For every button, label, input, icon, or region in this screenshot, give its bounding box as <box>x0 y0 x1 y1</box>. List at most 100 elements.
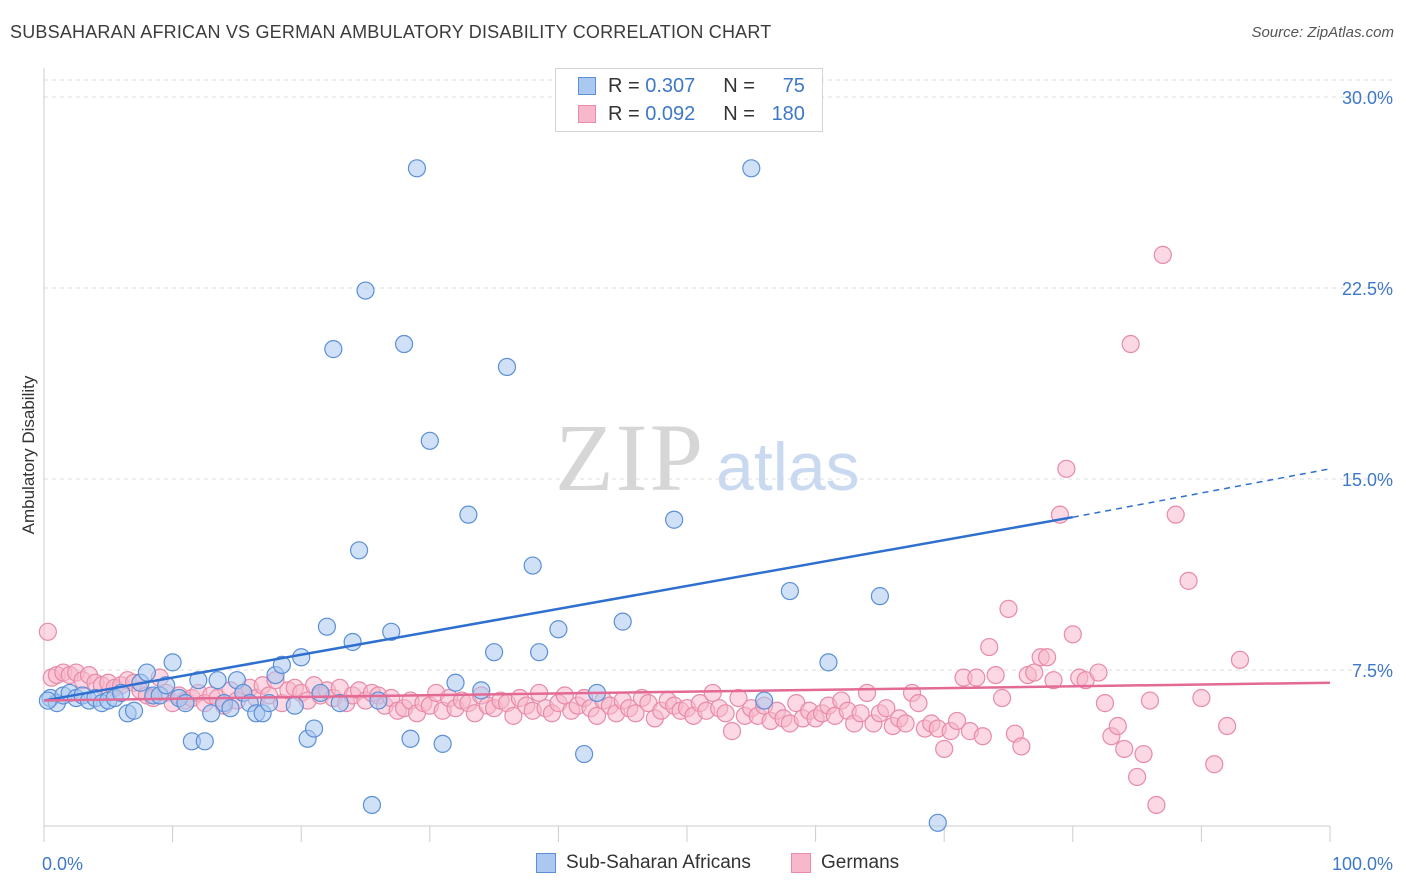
legend-row-blue: R = 0.307 N = 75 <box>578 73 805 99</box>
data-point <box>1140 691 1160 710</box>
trend-line-blue-extension <box>1072 468 1331 518</box>
legend-r-value: 0.092 <box>645 102 696 125</box>
legend-n-value: 75 <box>782 74 805 97</box>
data-point <box>935 739 954 759</box>
data-point <box>497 357 517 377</box>
data-point <box>999 599 1018 618</box>
data-point <box>1025 663 1044 682</box>
data-point <box>349 541 369 560</box>
data-point <box>703 683 722 703</box>
x-tick-label: 100.0% <box>1332 854 1393 874</box>
data-point <box>208 671 227 690</box>
data-point <box>1044 671 1063 690</box>
x-tick-label: 0.0% <box>42 854 83 874</box>
data-point <box>1179 571 1198 590</box>
data-point <box>1230 650 1250 669</box>
y-tick-label: 22.5% <box>1342 279 1393 299</box>
data-point <box>986 665 1005 685</box>
data-point <box>292 648 311 667</box>
legend-n-label: N = <box>723 74 755 97</box>
data-point <box>947 711 967 731</box>
data-point <box>530 643 549 662</box>
bottom-legend: Sub-Saharan Africans Germans <box>0 852 1406 878</box>
data-point <box>1057 459 1076 478</box>
data-point <box>870 587 890 606</box>
data-point <box>716 704 735 723</box>
germans-points <box>38 245 1250 815</box>
bottom-legend-label-pink: Germans <box>821 852 900 873</box>
data-point <box>626 704 645 723</box>
data-point <box>407 159 427 178</box>
data-point <box>992 688 1012 708</box>
legend-r-label: R = <box>608 74 640 97</box>
data-point <box>401 729 420 748</box>
data-point <box>523 556 542 575</box>
data-point <box>504 706 523 725</box>
y-tick-label: 15.0% <box>1342 470 1393 490</box>
data-point <box>1121 334 1140 354</box>
data-point <box>433 734 452 753</box>
legend-swatch-blue <box>578 77 596 95</box>
data-point <box>1134 744 1153 764</box>
data-point <box>189 671 208 690</box>
data-point <box>221 699 240 718</box>
x-tick-labels: 0.0% 100.0% <box>42 854 1393 874</box>
data-point <box>1192 688 1211 708</box>
bottom-legend-blue[interactable]: Sub-Saharan Africans <box>536 852 751 874</box>
bottom-legend-swatch-pink <box>791 853 811 873</box>
data-point <box>613 612 632 631</box>
watermark-atlas: atlas <box>716 429 860 505</box>
source-label: Source: ZipAtlas.com <box>1251 24 1394 41</box>
data-point <box>973 727 992 746</box>
data-point <box>742 159 761 178</box>
data-point <box>755 691 774 710</box>
data-point <box>311 683 330 703</box>
legend-r-value: 0.307 <box>645 74 696 97</box>
data-point <box>928 813 947 832</box>
data-point <box>163 653 182 672</box>
data-point <box>272 655 292 675</box>
legend-n-value: 180 <box>771 102 805 125</box>
data-point <box>851 704 870 723</box>
data-point <box>382 622 401 641</box>
data-point <box>38 622 57 641</box>
data-point <box>195 732 214 751</box>
data-point <box>1108 716 1127 736</box>
bottom-legend-swatch-blue <box>536 853 556 873</box>
trend-line-pink <box>43 681 1331 702</box>
data-point <box>259 694 279 713</box>
y-tick-label: 30.0% <box>1342 88 1393 108</box>
data-point <box>446 673 465 692</box>
data-point <box>1063 625 1082 644</box>
data-point <box>1147 795 1166 815</box>
y-tick-label: 7.5% <box>1352 661 1393 681</box>
y-axis-title: Ambulatory Disability <box>19 375 38 534</box>
data-point <box>485 643 504 662</box>
data-point <box>330 694 349 713</box>
bottom-legend-label-blue: Sub-Saharan Africans <box>566 852 751 873</box>
data-point <box>980 637 999 657</box>
data-point <box>857 683 877 703</box>
data-point <box>176 694 195 713</box>
data-point <box>362 795 382 815</box>
data-point <box>555 686 574 705</box>
watermark-zip: ZIP <box>555 404 705 511</box>
bottom-legend-pink[interactable]: Germans <box>791 852 899 874</box>
data-point <box>1127 767 1147 787</box>
data-point <box>722 722 742 741</box>
data-point <box>896 714 915 733</box>
data-point <box>967 668 986 687</box>
legend-swatch-pink <box>578 105 596 123</box>
data-point <box>549 620 568 639</box>
data-point <box>459 505 478 524</box>
data-point <box>1205 755 1224 774</box>
subsaharan-points <box>38 159 947 832</box>
legend-n-label: N = <box>723 102 755 125</box>
data-point <box>665 510 684 529</box>
data-point <box>285 696 304 715</box>
data-point <box>317 617 337 636</box>
data-point <box>137 663 156 682</box>
data-point <box>729 688 748 708</box>
data-point <box>819 653 838 672</box>
data-point <box>1115 739 1134 759</box>
